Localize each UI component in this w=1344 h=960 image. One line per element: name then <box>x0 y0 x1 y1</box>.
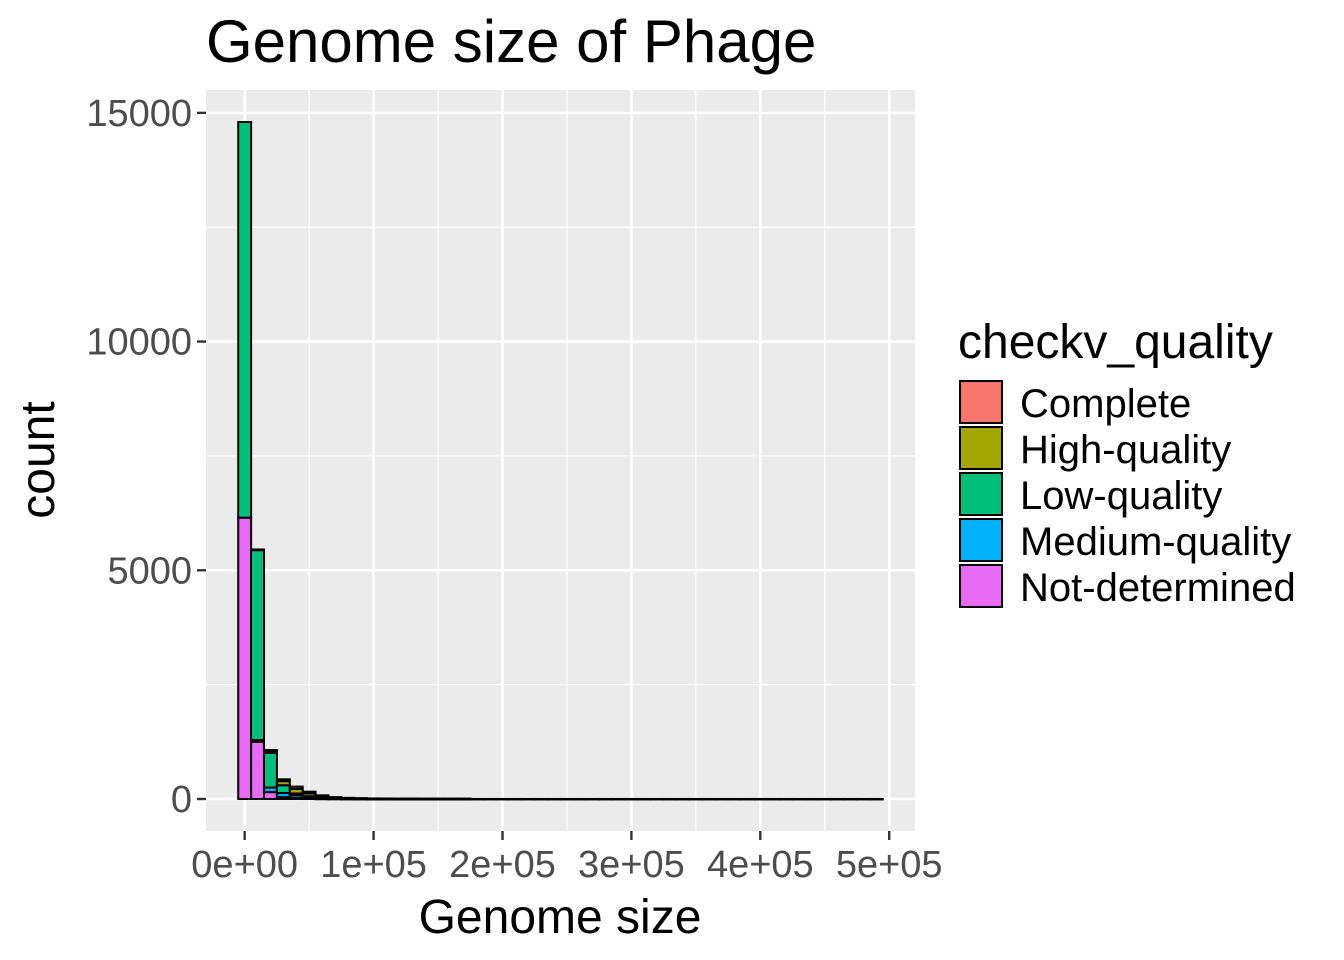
y-tick-label: 5000 <box>107 550 192 592</box>
bar-complete <box>430 797 446 801</box>
bar-complete <box>443 797 459 801</box>
bar-low-quality <box>250 549 266 741</box>
legend: checkv_quality CompleteHigh-qualityLow-q… <box>958 316 1296 610</box>
legend-label: Low-quality <box>1020 474 1222 518</box>
bar-not-determined <box>237 516 253 800</box>
bar-low-quality <box>520 797 536 801</box>
bar-complete <box>379 797 394 800</box>
bar-not-determined <box>250 740 266 800</box>
bar-complete <box>391 797 407 801</box>
bar-complete <box>275 778 291 783</box>
bar-low-quality <box>649 797 665 801</box>
bar-low-quality <box>701 797 717 801</box>
bar-low-quality <box>237 121 253 519</box>
bar-low-quality <box>765 797 781 801</box>
bar-low-quality <box>843 797 858 801</box>
bar-complete <box>250 548 266 551</box>
bar-low-quality <box>868 797 884 801</box>
legend-title: checkv_quality <box>958 316 1273 369</box>
legend-label: Complete <box>1020 382 1191 426</box>
bar-low-quality <box>714 797 730 801</box>
x-axis-title: Genome size <box>419 891 702 944</box>
x-tick-label: 1e+05 <box>320 844 427 886</box>
bar-not-determined <box>263 791 278 800</box>
bar-complete <box>314 794 330 798</box>
bar-low-quality <box>688 797 704 801</box>
bar-low-quality <box>636 797 652 801</box>
bar-complete <box>404 797 420 801</box>
bar-complete <box>417 797 433 801</box>
bar-low-quality <box>533 797 549 801</box>
x-axis: 0e+00 1e+05 2e+05 3e+05 4e+05 5e+05 <box>191 831 943 886</box>
legend-key-high-quality <box>959 426 1003 470</box>
bar-low-quality <box>817 797 833 801</box>
bar-low-quality <box>275 784 291 795</box>
bar-complete <box>288 785 304 790</box>
minor-gridlines <box>206 90 915 831</box>
bar-low-quality <box>611 797 626 801</box>
bar-complete <box>327 796 343 799</box>
bar-complete <box>353 797 369 800</box>
y-tick-label: 15000 <box>86 93 192 135</box>
x-tick-label: 2e+05 <box>449 844 556 886</box>
y-tick-label: 10000 <box>86 322 192 364</box>
y-axis: 0 5000 10000 15000 <box>86 93 206 821</box>
legend-key-not-determined <box>959 564 1003 608</box>
legend-key-low-quality <box>959 472 1003 516</box>
bar-low-quality <box>572 797 588 801</box>
x-tick-label: 3e+05 <box>578 844 685 886</box>
bar-complete <box>340 796 356 800</box>
bar-complete <box>301 790 317 795</box>
bar-low-quality <box>804 797 820 801</box>
bar-low-quality <box>662 797 678 801</box>
bar-low-quality <box>507 797 523 801</box>
legend-label: High-quality <box>1020 428 1231 472</box>
plot-panel <box>206 90 915 831</box>
bar-low-quality <box>855 797 871 801</box>
legend-key-medium-quality <box>959 518 1003 562</box>
bar-complete <box>263 749 278 752</box>
chart-title: Genome size of Phage <box>206 8 816 75</box>
major-gridlines <box>206 90 915 831</box>
bar-low-quality <box>778 797 794 801</box>
histogram-bars <box>237 121 884 801</box>
bar-low-quality <box>623 797 639 801</box>
bar-low-quality <box>739 797 755 801</box>
bar-low-quality <box>585 797 601 801</box>
bar-low-quality <box>675 797 691 801</box>
y-tick-label: 0 <box>171 779 192 821</box>
x-tick-label: 5e+05 <box>836 844 943 886</box>
legend-label: Not-determined <box>1020 566 1296 610</box>
bar-low-quality <box>752 797 768 801</box>
bar-low-quality <box>598 797 614 801</box>
bar-low-quality <box>559 797 575 801</box>
legend-key-complete <box>959 380 1003 424</box>
bar-low-quality <box>727 797 742 801</box>
x-tick-label: 4e+05 <box>707 844 814 886</box>
legend-label: Medium-quality <box>1020 520 1291 564</box>
bar-low-quality <box>546 797 562 801</box>
bar-low-quality <box>495 797 510 801</box>
y-axis-title: count <box>12 401 65 518</box>
bar-complete <box>456 797 472 801</box>
bar-low-quality <box>469 797 485 801</box>
bar-low-quality <box>482 797 498 801</box>
x-tick-label: 0e+00 <box>191 844 298 886</box>
bar-low-quality <box>263 751 278 789</box>
bar-low-quality <box>830 797 846 801</box>
legend-items: CompleteHigh-qualityLow-qualityMedium-qu… <box>959 380 1296 610</box>
bar-low-quality <box>791 797 807 801</box>
bar-complete <box>366 797 382 800</box>
